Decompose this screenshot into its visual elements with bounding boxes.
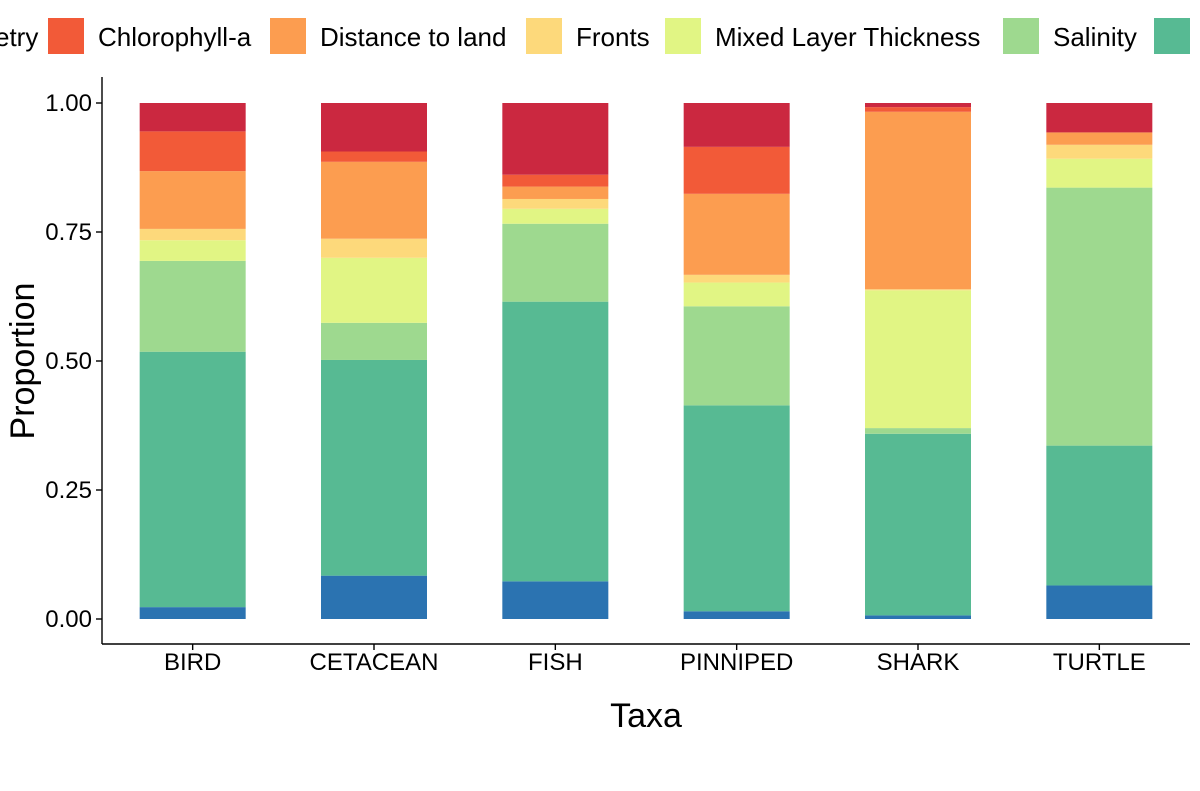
bar-segment-cetacean-5 (321, 161, 427, 239)
bar-segment-fish-1 (502, 301, 609, 582)
bar-segment-fish-4 (502, 198, 609, 209)
bar-segment-pinniped-2 (683, 306, 790, 406)
bar-segment-cetacean-2 (321, 322, 427, 360)
bar-segment-shark-4 (865, 289, 971, 291)
bar-segment-shark-0 (865, 615, 971, 619)
bar-segment-pinniped-5 (683, 193, 790, 275)
bar-segment-cetacean-0 (321, 575, 427, 619)
legend: etry Chlorophyll-a Distance to land Fronts… (0, 18, 1190, 54)
y-tick-label: 0.50 (45, 348, 92, 375)
legend-swatch-distance-to-land (270, 18, 306, 54)
bar-segment-bird-5 (139, 171, 246, 229)
y-tick-label: 0.75 (45, 219, 92, 246)
x-tick-label-cetacean: CETACEAN (310, 649, 439, 676)
legend-swatch-fronts (526, 18, 562, 54)
bar-segment-shark-1 (865, 433, 971, 616)
bar-segment-pinniped-4 (683, 274, 790, 283)
bar-segment-fish-5 (502, 186, 609, 199)
bar-segment-cetacean-1 (321, 359, 427, 576)
bar-segment-pinniped-0 (683, 611, 790, 619)
bar-segment-pinniped-7 (683, 103, 790, 147)
bar-segment-bird-2 (139, 260, 246, 352)
bar-segment-bird-7 (139, 103, 246, 132)
bar-segment-turtle-7 (1046, 103, 1153, 133)
bar-segment-bird-4 (139, 228, 246, 241)
legend-label-partial: etry (0, 22, 38, 52)
legend-label-mixed-layer-thickness: Mixed Layer Thickness (715, 22, 980, 52)
plot-area: 0.00 0.25 0.50 0.75 1.00 BIRD CETACEAN FISH PIN… (45, 77, 1190, 676)
x-tick-label-turtle: TURTLE (1053, 649, 1146, 676)
y-tick-label: 0.25 (45, 477, 92, 504)
bar-segment-bird-0 (139, 607, 246, 619)
x-tick-label-pinniped: PINNIPED (680, 649, 793, 676)
bar-segment-shark-7 (865, 103, 971, 108)
y-axis-ticks: 0.00 0.25 0.50 0.75 1.00 (45, 90, 102, 633)
bar-segment-cetacean-6 (321, 151, 427, 162)
bar-segment-turtle-1 (1046, 445, 1153, 586)
x-axis-ticks: BIRD CETACEAN FISH PINNIPED SHARK TURTLE (164, 644, 1146, 676)
legend-label-fronts: Fronts (576, 22, 650, 52)
bar-segment-bird-6 (139, 131, 246, 172)
y-tick-label: 1.00 (45, 90, 92, 117)
legend-label-salinity: Salinity (1053, 22, 1137, 52)
bar-segment-fish-2 (502, 223, 609, 302)
legend-label-chlorophyll-a: Chlorophyll-a (98, 22, 252, 52)
bar-segment-fish-0 (502, 581, 609, 619)
bar-segment-pinniped-1 (683, 405, 790, 612)
bar-segment-cetacean-3 (321, 257, 427, 323)
bar-segment-turtle-4 (1046, 144, 1153, 159)
bar-segment-shark-3 (865, 290, 971, 429)
y-tick-label: 0.00 (45, 606, 92, 633)
x-tick-label-shark: SHARK (877, 649, 960, 676)
legend-swatch-mixed-layer-thickness (665, 18, 701, 54)
legend-swatch-salinity (1003, 18, 1039, 54)
bar-segment-bird-3 (139, 240, 246, 261)
bar-segment-fish-6 (502, 174, 609, 187)
bar-segment-cetacean-7 (321, 103, 427, 152)
bar-segment-shark-5 (865, 111, 971, 290)
x-axis-title: Taxa (610, 697, 682, 735)
bar-segment-turtle-3 (1046, 158, 1153, 188)
legend-swatch-chlorophyll-a (48, 18, 84, 54)
bar-segment-turtle-5 (1046, 132, 1153, 145)
bar-segment-bird-1 (139, 351, 246, 608)
x-tick-label-fish: FISH (528, 649, 583, 676)
bar-segment-pinniped-3 (683, 282, 790, 307)
bar-segment-shark-2 (865, 428, 971, 434)
bar-segment-turtle-2 (1046, 187, 1153, 446)
bar-segment-turtle-0 (1046, 585, 1153, 619)
x-tick-label-bird: BIRD (164, 649, 221, 676)
y-axis-title: Proportion (4, 283, 42, 440)
bar-segment-pinniped-6 (683, 146, 790, 194)
bars (139, 103, 1153, 619)
legend-label-distance-to-land: Distance to land (320, 22, 506, 52)
bar-segment-cetacean-4 (321, 238, 427, 258)
legend-swatch-cropped (1154, 18, 1190, 54)
bar-segment-fish-7 (502, 103, 609, 175)
bar-segment-fish-3 (502, 208, 609, 224)
bar-segment-shark-6 (865, 107, 971, 112)
